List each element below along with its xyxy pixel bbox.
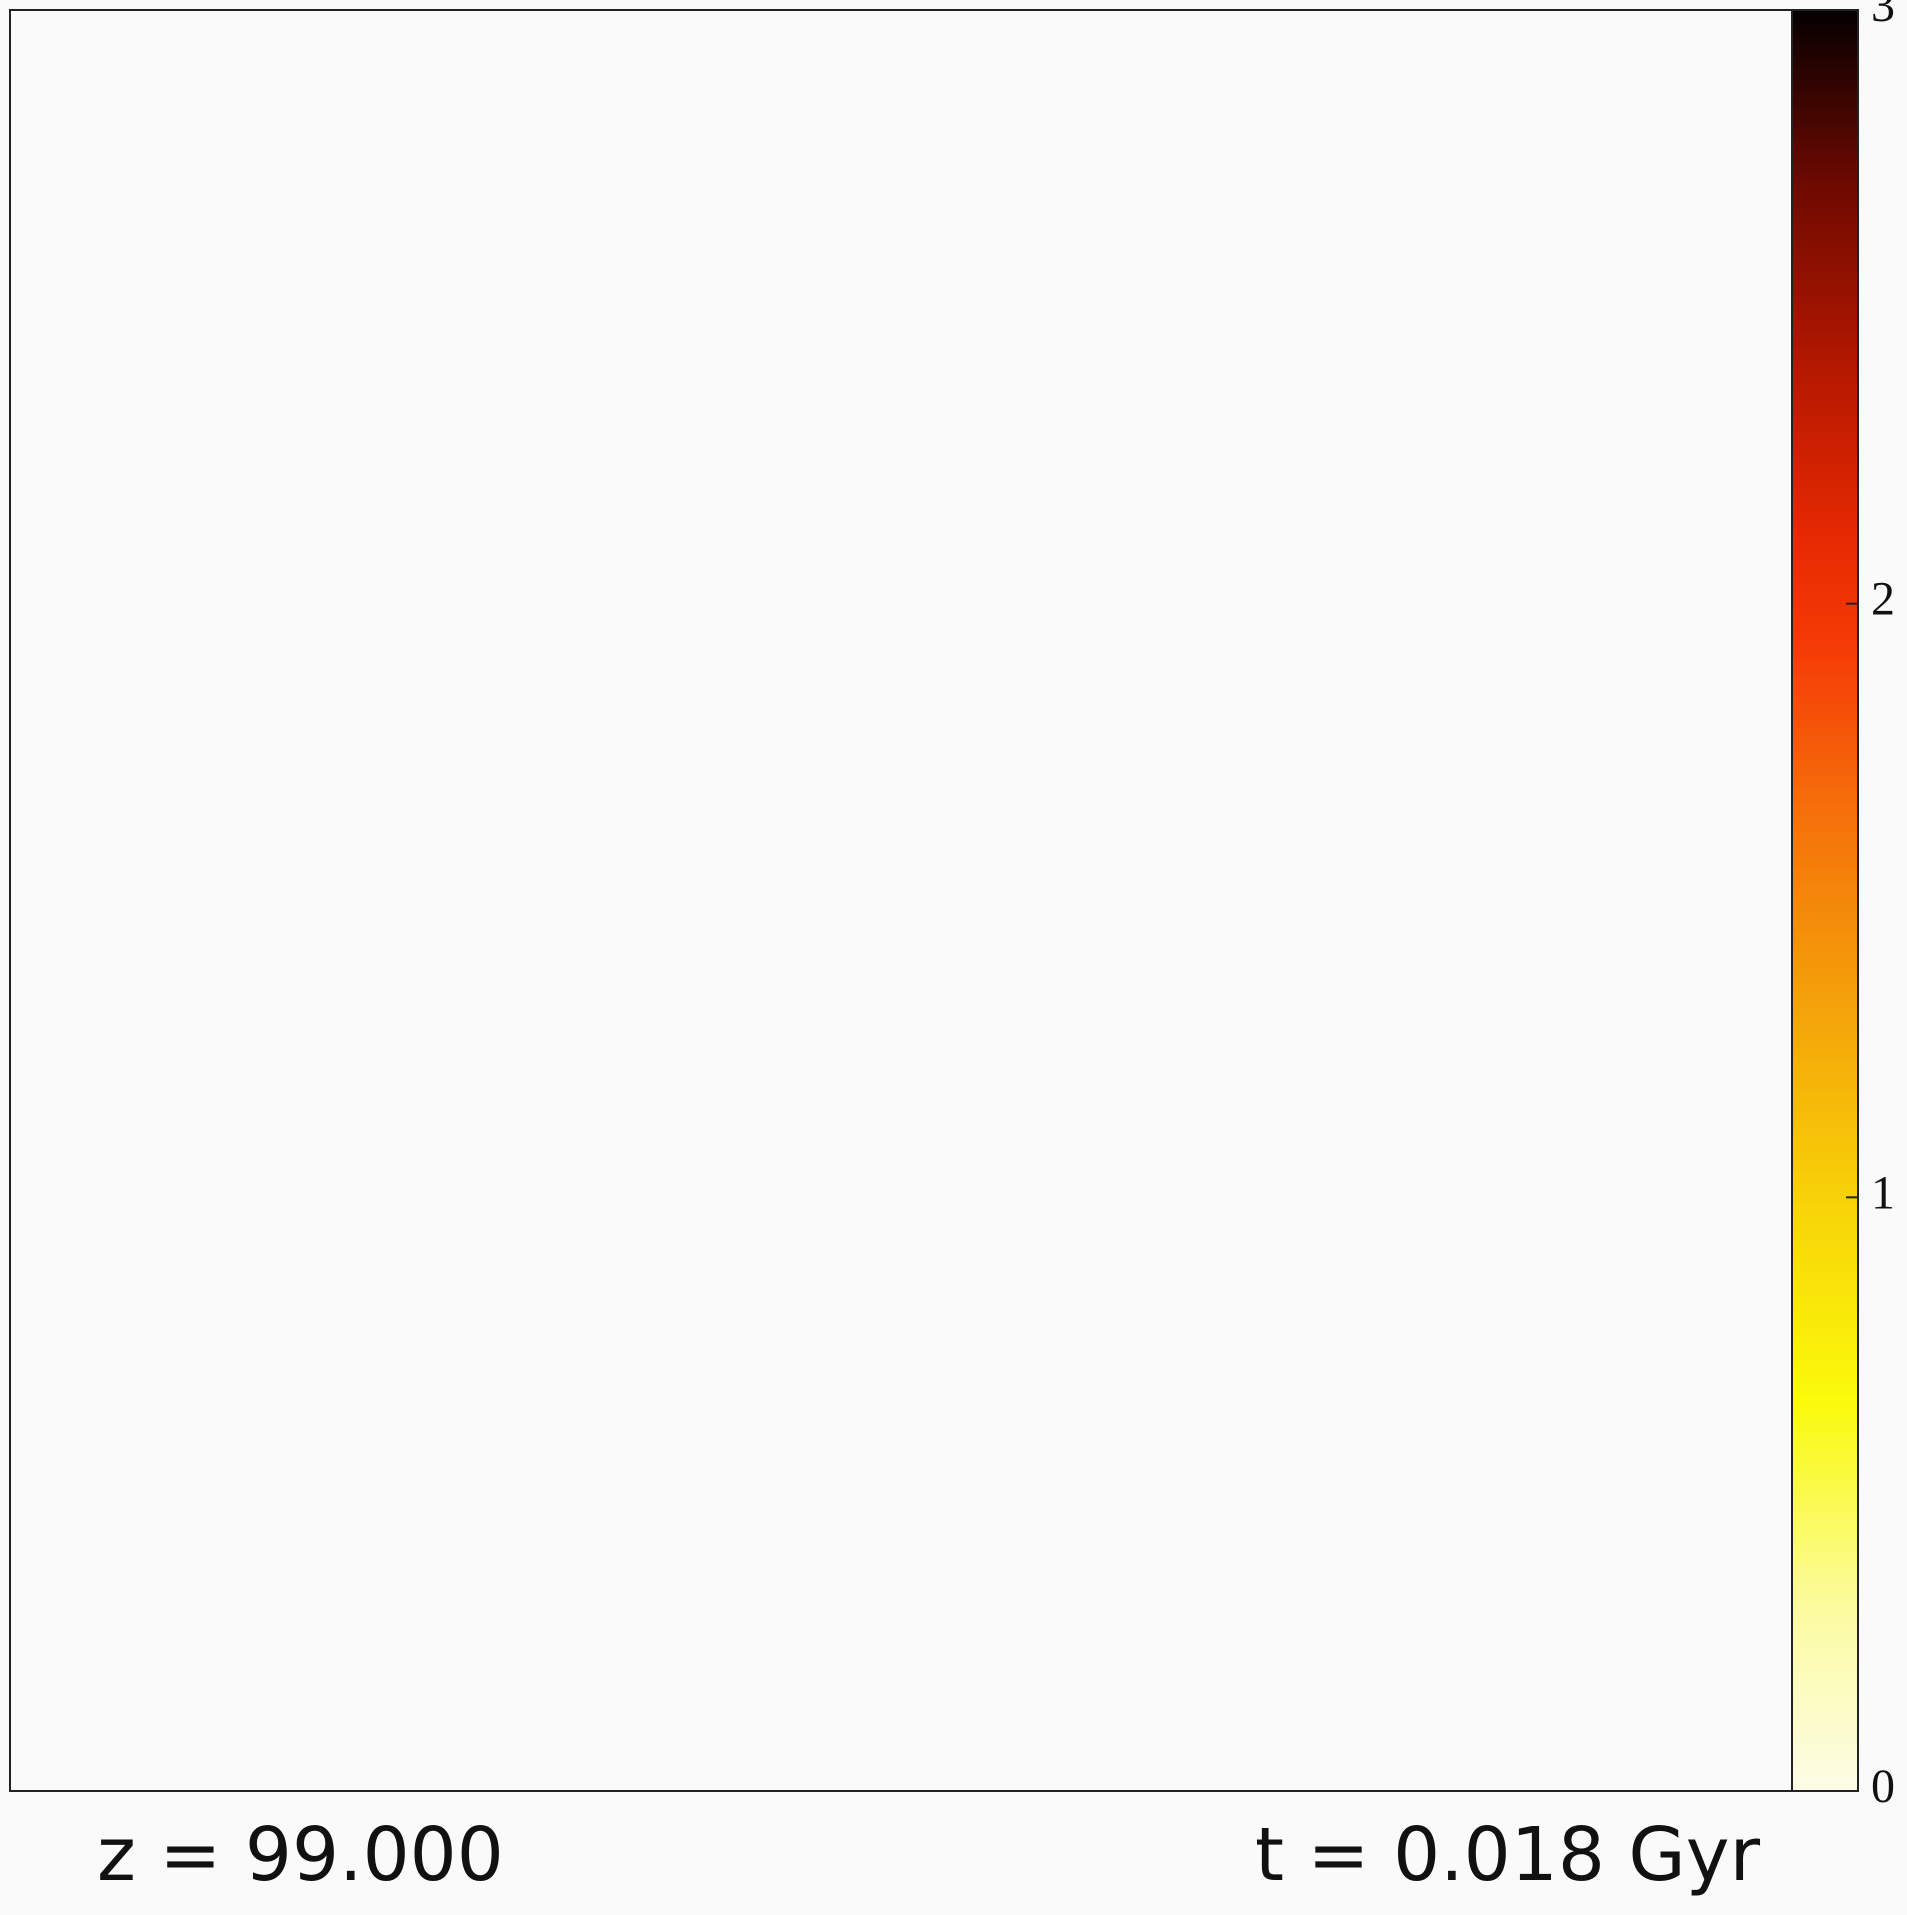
colorbar-tick-label-3: 3: [1871, 0, 1895, 32]
colorbar: [1791, 9, 1859, 1792]
colorbar-tick-label-0: 0: [1871, 1760, 1895, 1813]
map-panel: [9, 9, 1793, 1792]
time-label: t = 0.018 Gyr: [1255, 1812, 1760, 1898]
redshift-label: z = 99.000: [97, 1812, 504, 1898]
colorbar-tick-label-2: 2: [1871, 573, 1895, 626]
colorbar-tick-label-1: 1: [1871, 1166, 1895, 1219]
